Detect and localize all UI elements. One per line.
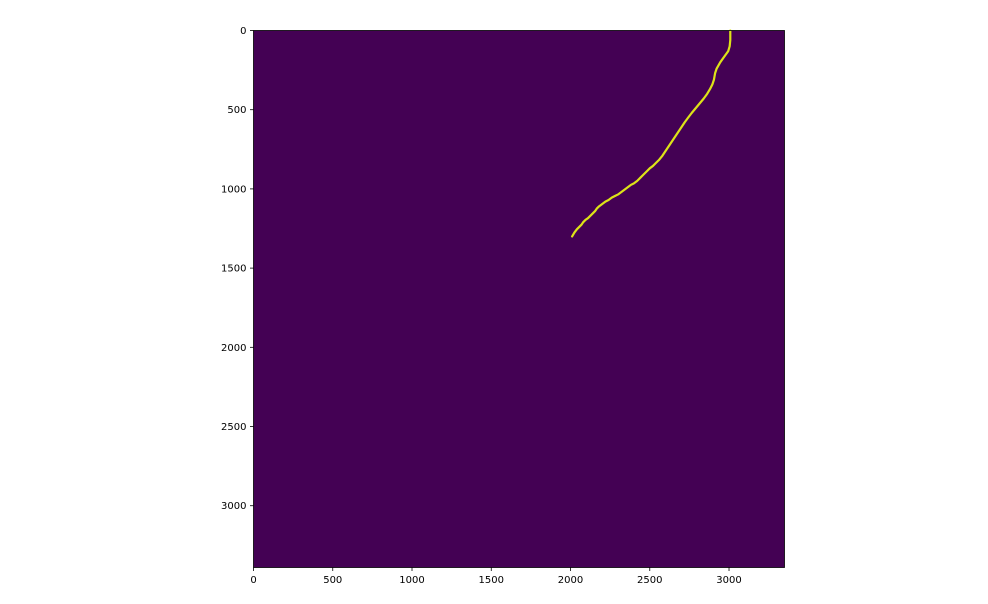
y-tick-label: 1000 (221, 184, 246, 195)
y-tick-label: 1500 (221, 264, 246, 275)
plot-frame (253, 30, 785, 568)
y-tick-label: 2000 (221, 343, 246, 354)
x-tick-label: 500 (323, 575, 342, 586)
y-tick-label: 2500 (221, 422, 246, 433)
x-axis: 0 500 1000 1500 2000 2500 3000 (250, 567, 742, 586)
x-tick-label: 1000 (399, 575, 424, 586)
x-tick-label: 2000 (558, 575, 583, 586)
y-tick-label: 0 (240, 26, 246, 37)
trace-line (571, 29, 732, 238)
y-tick-label: 500 (227, 105, 246, 116)
x-tick-label: 2500 (637, 575, 662, 586)
x-tick-label: 1500 (479, 575, 504, 586)
y-axis: 0 500 1000 1500 2000 2500 3000 (221, 26, 254, 512)
x-tick-label: 3000 (716, 575, 741, 586)
y-tick-label: 3000 (221, 501, 246, 512)
x-tick-label: 0 (250, 575, 256, 586)
plot-image-background (253, 30, 785, 568)
